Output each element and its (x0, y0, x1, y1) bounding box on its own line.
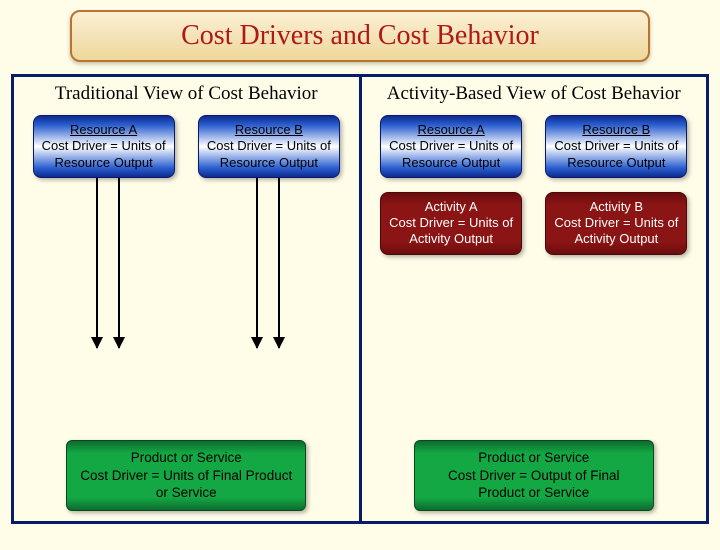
trad-product-body: Cost Driver = Units of Final Product or … (80, 468, 292, 501)
activity-header: Activity-Based View of Cost Behavior (387, 83, 681, 105)
activity-resource-row: Resource A Cost Driver = Units of Resour… (368, 115, 701, 178)
act-resource-a-body: Cost Driver = Units of Resource Output (389, 138, 513, 169)
activity-b-title: Activity B (590, 199, 643, 214)
trad-resource-a-body: Cost Driver = Units of Resource Output (42, 138, 166, 169)
activity-a-body: Cost Driver = Units of Activity Output (389, 215, 513, 246)
traditional-arrows (20, 178, 353, 441)
activity-column: Activity-Based View of Cost Behavior Res… (359, 77, 707, 521)
act-product-title: Product or Service (478, 450, 589, 465)
traditional-resource-row: Resource A Cost Driver = Units of Resour… (20, 115, 353, 178)
trad-resource-b-title: Resource B (205, 122, 333, 138)
title-banner: Cost Drivers and Cost Behavior (70, 10, 650, 62)
act-resource-b-box: Resource B Cost Driver = Units of Resour… (545, 115, 687, 178)
act-product-box: Product or Service Cost Driver = Output … (414, 440, 654, 511)
trad-resource-a-box: Resource A Cost Driver = Units of Resour… (33, 115, 175, 178)
act-resource-b-body: Cost Driver = Units of Resource Output (554, 138, 678, 169)
act-resource-b-title: Resource B (552, 122, 680, 138)
trad-product-box: Product or Service Cost Driver = Units o… (66, 440, 306, 511)
activity-a-title: Activity A (425, 199, 478, 214)
traditional-header: Traditional View of Cost Behavior (55, 83, 318, 105)
act-resource-a-box: Resource A Cost Driver = Units of Resour… (380, 115, 522, 178)
main-frame: Traditional View of Cost Behavior Resour… (11, 74, 709, 524)
activity-b-body: Cost Driver = Units of Activity Output (554, 215, 678, 246)
arrow-down-icon (256, 178, 258, 348)
activity-activity-row: Activity A Cost Driver = Units of Activi… (368, 192, 701, 255)
trad-resource-a-title: Resource A (40, 122, 168, 138)
arrow-down-icon (96, 178, 98, 348)
trad-resource-b-body: Cost Driver = Units of Resource Output (207, 138, 331, 169)
arrow-down-icon (118, 178, 120, 348)
act-product-body: Cost Driver = Output of Final Product or… (448, 468, 619, 501)
activity-a-box: Activity A Cost Driver = Units of Activi… (380, 192, 522, 255)
arrow-down-icon (278, 178, 280, 348)
page-title: Cost Drivers and Cost Behavior (181, 20, 539, 52)
act-resource-a-title: Resource A (387, 122, 515, 138)
trad-resource-b-box: Resource B Cost Driver = Units of Resour… (198, 115, 340, 178)
trad-product-title: Product or Service (131, 450, 242, 465)
traditional-column: Traditional View of Cost Behavior Resour… (14, 77, 359, 521)
activity-b-box: Activity B Cost Driver = Units of Activi… (545, 192, 687, 255)
